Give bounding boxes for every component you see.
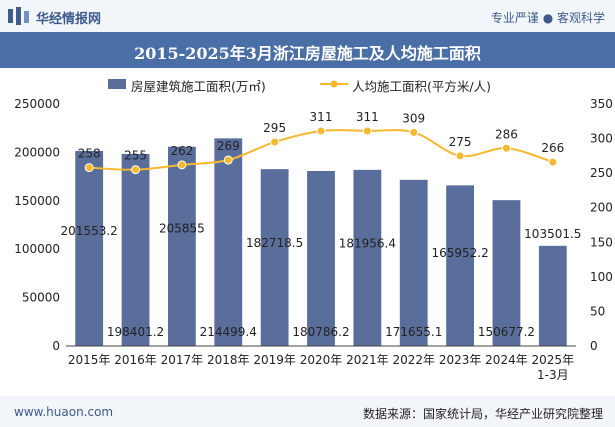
line-value-label: 309 [402,111,425,125]
x-tick-label: 2018年 [207,353,250,367]
bar [168,146,196,346]
bar-value-label: 150677.2 [478,325,535,339]
chart-legend: 房屋建筑施工面积(万㎡) 人均施工面积(平方米/人) [0,74,615,94]
logo-icon [8,7,29,25]
combo-chart: 201553.2 198401.2 205855 214499.4 182718.5 18… [14,97,613,382]
bar-value-label: 180786.2 [292,325,349,339]
header-bar: 华经情报网 专业严谨 ● 客观科学 [0,0,615,32]
bar-value-label: 103501.5 [524,227,581,241]
line-value-label: 275 [449,135,472,149]
x-tick-label: 2025年 1-3月 [532,353,575,382]
x-tick-label: 2024年 [485,353,528,367]
bar [446,185,474,346]
bar [260,169,289,346]
bar [353,169,382,346]
slogan: 专业严谨 ● 客观科学 [490,11,605,25]
legend-bar-swatch [108,79,126,89]
bar-series [75,138,567,346]
line-point [362,126,372,136]
axes: 0 50000 100000 150000 200000 250000 0 50 100 150 2… [14,97,613,382]
line-point [455,151,465,161]
y-right-tick-label: 200 [590,201,613,215]
line-value-label: 269 [217,139,240,153]
bar-value-label: 171655.1 [385,325,442,339]
y-right-tick-label: 250 [590,166,613,180]
bar [121,153,150,346]
bar [75,150,104,346]
bar-value-label: 165952.2 [431,246,488,260]
bar-value-label: 205855 [159,221,205,235]
line-value-label: 286 [495,127,518,141]
line-series [84,126,558,175]
x-tick-label: 2023年 [439,353,482,367]
footer-url[interactable]: www.huaon.com [14,405,114,419]
y-right-tick-label: 150 [590,235,613,249]
bar [399,179,428,346]
line-point [409,127,419,137]
line-value-label: 255 [124,149,147,163]
bar [214,138,243,346]
y-left-tick-label: 250000 [14,97,60,111]
bar [538,245,567,346]
legend-line-swatch [320,80,348,88]
line-point [270,137,280,147]
legend-bar-label: 房屋建筑施工面积(万㎡) [131,79,266,94]
line-point [501,143,511,153]
y-left-tick-label: 150000 [14,194,60,208]
y-right-tick-label: 300 [590,132,613,146]
y-right-tick-label: 100 [590,270,613,284]
line-value-label: 311 [310,110,333,124]
line-point [131,165,141,175]
x-tick-label: 2019年 [253,353,296,367]
line-value-label: 311 [356,110,379,124]
y-left-tick-label: 100000 [14,242,60,256]
data-source: 数据来源：国家统计局，华经产业研究院整理 [362,407,603,421]
bar-value-label: 182718.5 [246,236,303,250]
y-left-tick-label: 50000 [22,291,60,305]
line-value-label: 295 [263,121,286,135]
y-right-tick-label: 50 [590,304,605,318]
x-tick-label: 2016年 [114,353,157,367]
data-labels: 201553.2 198401.2 205855 214499.4 182718.5 18… [61,110,582,339]
line-value-label: 262 [170,144,193,158]
bar-value-label: 181956.4 [339,236,396,250]
y-left-tick-label: 200000 [14,145,60,159]
y-right-tick-label: 0 [590,339,598,353]
x-tick-label: 2017年 [161,353,204,367]
bar [307,170,335,346]
legend-line-label: 人均施工面积(平方米/人) [352,79,491,94]
line-value-label: 258 [78,147,101,161]
line-path [89,129,554,171]
x-tick-label: 2020年 [300,353,343,367]
bar-value-label: 201553.2 [61,224,118,238]
line-point [548,157,558,167]
line-point [84,163,94,173]
x-tick-label: 2015年 [68,353,111,367]
line-point [223,155,233,165]
line-value-label: 266 [541,141,564,155]
bar [492,200,521,346]
x-tick-label: 2021年 [346,353,389,367]
y-left-tick-label: 0 [52,339,60,353]
line-point [177,160,187,170]
footer-bar: www.huaon.com 数据来源：国家统计局，华经产业研究院整理 [0,396,615,427]
bar-value-label: 214499.4 [200,325,257,339]
brand-name: 华经情报网 [36,12,102,27]
bar-value-label: 198401.2 [107,325,164,339]
chart-title: 2015-2025年3月浙江房屋施工及人均施工面积 [134,44,481,63]
y-right-tick-label: 350 [590,97,613,111]
x-tick-label: 2022年 [392,353,435,367]
line-point [316,126,326,136]
title-band: 2015-2025年3月浙江房屋施工及人均施工面积 [0,32,615,68]
